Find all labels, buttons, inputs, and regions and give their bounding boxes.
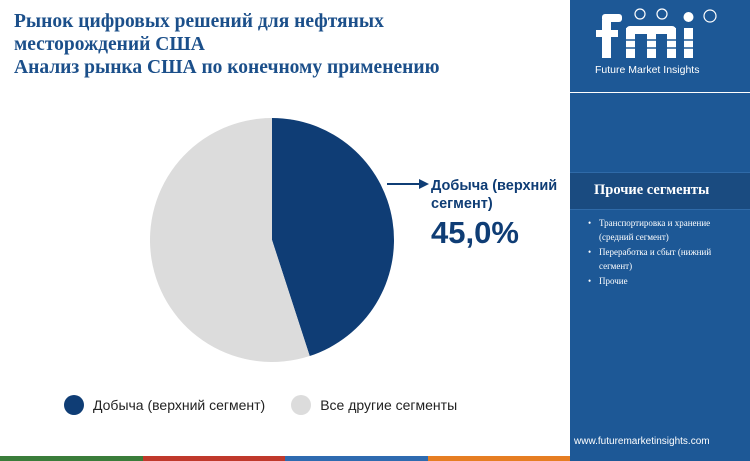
- bottom-bar-segment-2: [142, 456, 285, 461]
- bottom-bar-segment-3: [285, 456, 428, 461]
- segment-item-refining: Переработка и сбыт (нижний сегмент): [588, 245, 746, 273]
- sidebar: Future Market Insights Прочие сегменты Т…: [570, 0, 750, 461]
- chart-title-line2: месторождений США: [14, 34, 205, 55]
- bottom-bar-segment-4: [427, 456, 570, 461]
- pie-slice-production: [272, 118, 394, 357]
- pie-slice-other: [149, 118, 310, 363]
- pie-slices: [149, 118, 394, 363]
- chart-legend: Добыча (верхний сегмент) Все другие сегм…: [64, 395, 483, 415]
- legend-swatch-other: [291, 395, 312, 415]
- pie-callout: Добыча (верхний сегмент) 45,0%: [431, 177, 571, 251]
- sidebar-divider: [570, 92, 750, 93]
- segment-item-other: Прочие: [588, 274, 746, 288]
- legend-item-production: Добыча (верхний сегмент): [64, 395, 265, 415]
- footer-url: www.futuremarketinsights.com: [574, 436, 710, 447]
- segments-title: Прочие сегменты: [594, 182, 710, 198]
- logo-text: Future Market Insights: [595, 64, 700, 76]
- callout-label: Добыча (верхний сегмент): [431, 178, 558, 212]
- bottom-color-bar: [0, 456, 570, 461]
- legend-label-other: Все другие сегменты: [320, 397, 458, 413]
- chart-subtitle: Анализ рынка США по конечному применению: [14, 57, 440, 78]
- segments-title-box: Прочие сегменты: [570, 172, 750, 210]
- fmi-logo-icon: [596, 8, 717, 58]
- legend-label-production: Добыча (верхний сегмент): [93, 397, 266, 413]
- segments-list: Транспортировка и хранение (средний сегм…: [588, 216, 746, 289]
- bottom-bar-segment-1: [0, 456, 143, 461]
- callout-arrow: [387, 179, 429, 189]
- callout-value: 45,0%: [431, 215, 519, 250]
- legend-swatch-production: [64, 395, 84, 415]
- segment-item-transport: Транспортировка и хранение (средний сегм…: [588, 216, 746, 244]
- chart-header: Рынок цифровых решений для нефтяных мест…: [14, 10, 554, 79]
- legend-item-other: Все другие сегменты: [291, 395, 457, 415]
- pie-chart: [149, 118, 429, 363]
- chart-title-line1: Рынок цифровых решений для нефтяных: [14, 11, 384, 32]
